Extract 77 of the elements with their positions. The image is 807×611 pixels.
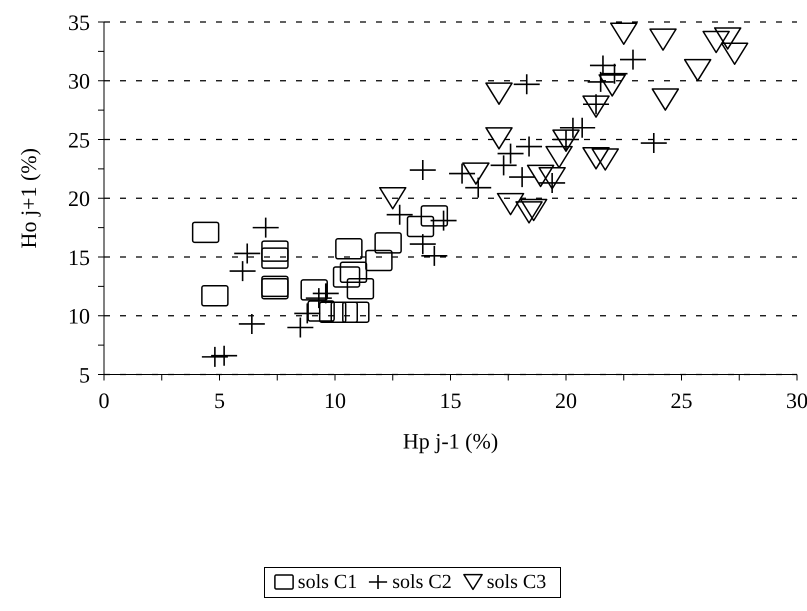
point [430, 210, 457, 231]
point [238, 314, 265, 334]
point [526, 164, 554, 188]
point [509, 167, 536, 188]
y-tick-label: 10 [68, 304, 90, 329]
point [714, 27, 742, 50]
point [261, 247, 289, 269]
point [420, 205, 448, 227]
point [192, 222, 220, 244]
point [684, 58, 712, 82]
point [294, 303, 320, 324]
point [410, 160, 436, 180]
point [300, 279, 328, 301]
point [702, 30, 730, 54]
point [332, 266, 360, 288]
legend-label: sols C3 [486, 570, 546, 594]
point [410, 234, 436, 254]
point [307, 300, 335, 322]
point [520, 198, 548, 222]
x-axis-title: Hp j-1 (%) [402, 428, 498, 454]
x-tick-label: 20 [555, 388, 577, 414]
point [346, 278, 374, 300]
point [582, 95, 610, 118]
x-tick-label: 5 [214, 388, 225, 414]
point [261, 240, 289, 262]
point [335, 238, 363, 260]
x-tick-label: 10 [324, 388, 346, 414]
point [496, 192, 524, 216]
point [230, 261, 256, 282]
point [379, 187, 406, 210]
point [406, 216, 434, 238]
point [515, 201, 543, 224]
point [485, 127, 513, 150]
y-tick-label: 35 [68, 10, 90, 35]
point [592, 148, 620, 171]
y-axis-title: Ho j+1 (%) [16, 148, 41, 248]
point [449, 164, 476, 184]
point [462, 162, 490, 185]
point [720, 42, 748, 65]
point [545, 146, 573, 168]
point [340, 262, 368, 284]
legend-label: sols C2 [392, 570, 452, 594]
point [386, 204, 413, 225]
point [421, 246, 448, 266]
legend-label: sols C1 [298, 570, 358, 594]
y-tick-label: 15 [68, 244, 90, 270]
point [516, 136, 542, 157]
point [365, 250, 393, 272]
x-tick-label: 0 [98, 388, 110, 414]
point [538, 167, 566, 190]
point [640, 133, 667, 154]
point [610, 22, 638, 45]
point [490, 155, 517, 176]
x-tick-label: 25 [670, 388, 692, 414]
point [598, 74, 626, 97]
y-tick-label: 25 [68, 127, 90, 152]
point [287, 318, 314, 338]
point [342, 301, 370, 323]
point [306, 288, 332, 308]
point [498, 144, 524, 164]
point [318, 301, 346, 323]
x-tick-label: 30 [786, 388, 807, 414]
point [211, 346, 238, 366]
point [374, 232, 402, 254]
point [649, 28, 677, 51]
point [514, 74, 540, 94]
point [234, 243, 260, 264]
point [620, 50, 646, 70]
point [652, 88, 680, 111]
y-tick-label: 20 [68, 186, 90, 212]
point [582, 147, 610, 170]
x-tick-label: 15 [440, 388, 462, 414]
point [201, 285, 229, 307]
y-tick-label: 30 [68, 68, 90, 94]
point [485, 82, 513, 105]
y-tick-label: 5 [79, 362, 90, 388]
point [252, 218, 279, 238]
